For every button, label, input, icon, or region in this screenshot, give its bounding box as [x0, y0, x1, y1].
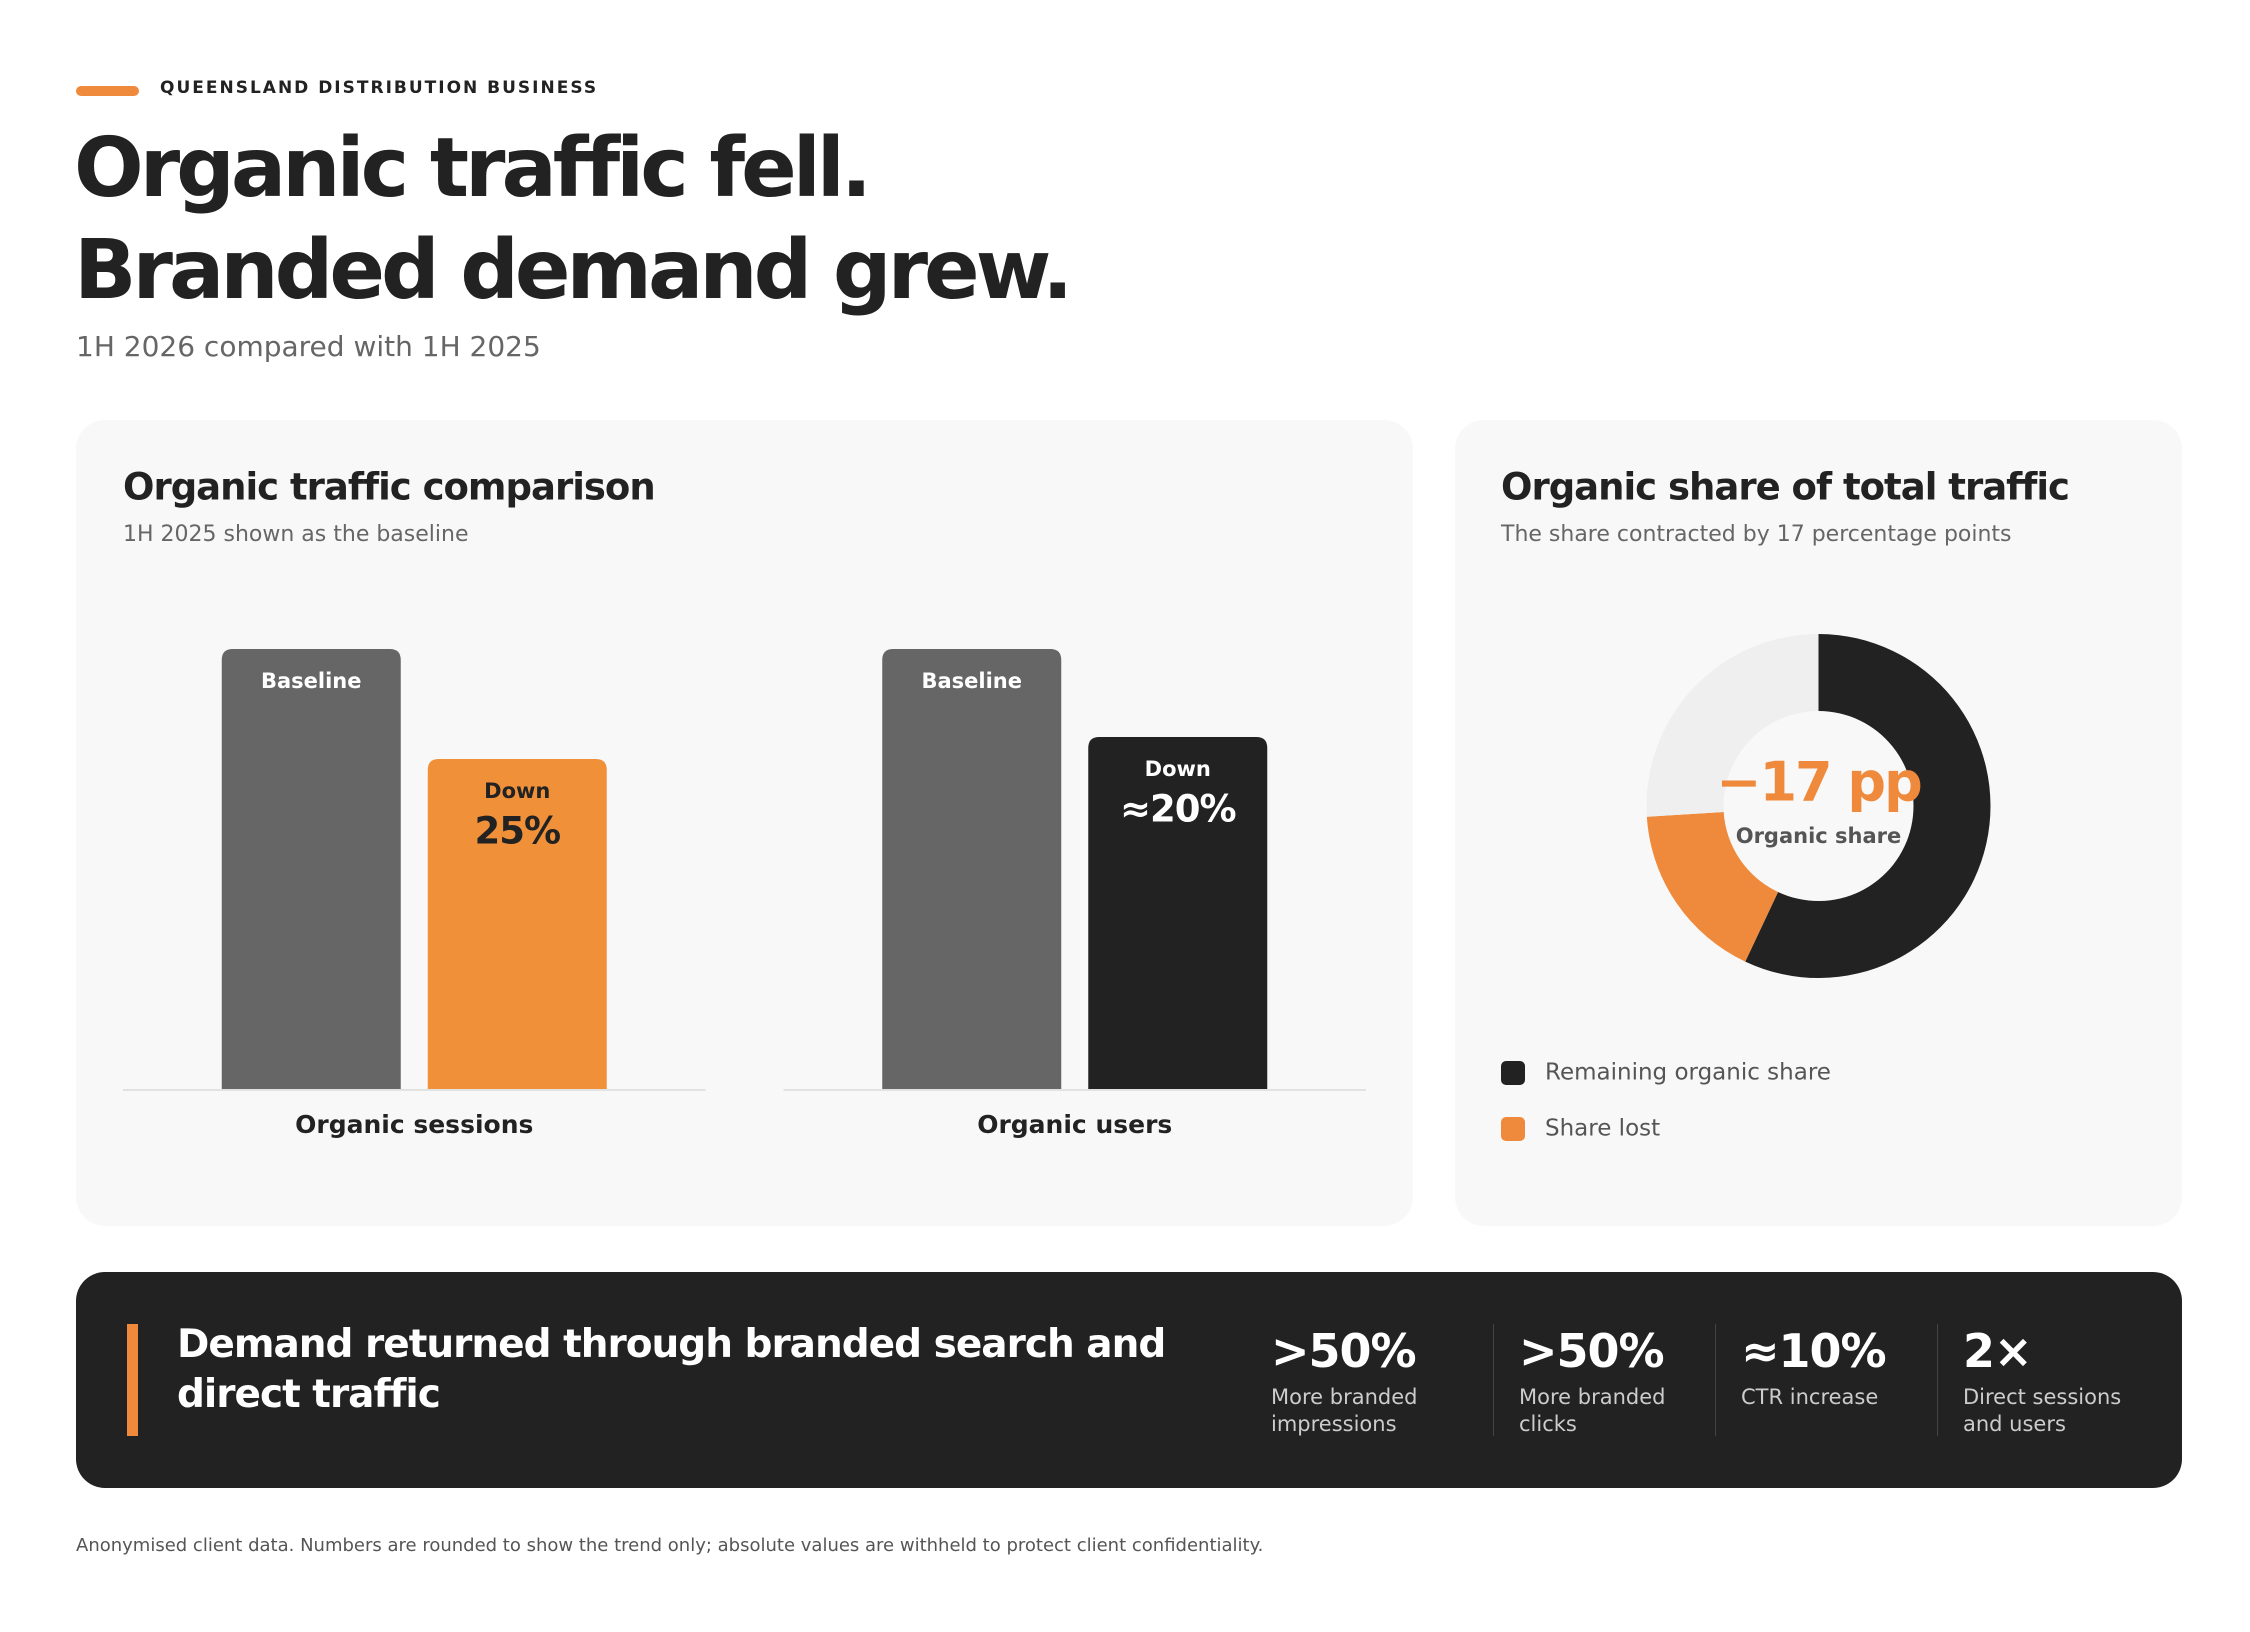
headline: Organic traffic fell. Branded demand gre… — [74, 118, 1073, 322]
banner-title: Demand returned through branded search a… — [177, 1322, 1166, 1417]
bar — [882, 649, 1062, 1089]
stat-label: CTR increase — [1741, 1385, 1879, 1409]
bar-annotation: ≈20% — [1120, 788, 1236, 831]
pie-slice — [1646, 811, 1779, 962]
bar-annotation: 25% — [474, 810, 560, 853]
bar-label: Baseline — [921, 669, 1022, 693]
stat-divider — [1715, 1324, 1716, 1436]
bar-label: Down — [1145, 757, 1211, 781]
pie-slice — [1745, 634, 1991, 978]
chart-title: Organic share of total traffic — [1501, 466, 2069, 509]
legend-swatch — [1501, 1061, 1525, 1085]
bar — [221, 649, 401, 1089]
bar — [1088, 737, 1268, 1089]
eyebrow: QUEENSLAND DISTRIBUTION BUSINESS — [160, 78, 599, 98]
headline-line: Branded demand grew. — [74, 223, 1073, 318]
chart-subtitle: The share contracted by 17 percentage po… — [1500, 522, 2012, 547]
legend-swatch — [1501, 1117, 1525, 1141]
headline-line: Organic traffic fell. — [74, 121, 872, 216]
legend-label: Share lost — [1545, 1116, 1660, 1142]
stat-label: More branded clicks — [1519, 1385, 1666, 1436]
stat: >50% More branded clicks — [1519, 1324, 1709, 1438]
x-tick-label: Organic sessions — [295, 1110, 533, 1139]
bar-label: Down — [484, 779, 550, 803]
pie-slice — [1646, 634, 1819, 817]
stat-value: ≈10% — [1741, 1324, 1887, 1378]
stat: 2× Direct sessions and users — [1963, 1324, 2153, 1438]
center-value: −17 pp — [1716, 751, 1921, 814]
stat-divider — [1937, 1324, 1938, 1436]
stat-value: >50% — [1519, 1324, 1665, 1378]
charts: Organic traffic comparison 1H 2025 shown … — [123, 466, 2070, 1142]
pie-card — [1455, 420, 2182, 1226]
bar — [427, 759, 607, 1089]
chart-title: Organic traffic comparison — [123, 466, 655, 509]
stat: >50% More branded impressions — [1271, 1324, 1461, 1438]
center-label: Organic share — [1736, 824, 1902, 848]
stat-divider — [1493, 1324, 1494, 1436]
stat-label: Direct sessions and users — [1963, 1385, 2122, 1436]
bar-label: Baseline — [261, 669, 362, 693]
eyebrow-accent — [76, 86, 139, 96]
stat-label: More branded impressions — [1271, 1385, 1418, 1436]
footnote: Anonymised client data. Numbers are roun… — [76, 1535, 1264, 1556]
chart-subtitle: 1H 2025 shown as the baseline — [123, 522, 469, 547]
banner-accent — [127, 1324, 138, 1436]
banner: Demand returned through branded search a… — [76, 1272, 2182, 1488]
x-tick-label: Organic users — [977, 1110, 1172, 1139]
stat-value: >50% — [1271, 1324, 1417, 1378]
legend-label: Remaining organic share — [1545, 1060, 1831, 1086]
subtitle: 1H 2026 compared with 1H 2025 — [76, 330, 541, 363]
stat: ≈10% CTR increase — [1741, 1324, 1931, 1411]
stat-value: 2× — [1963, 1324, 2033, 1378]
